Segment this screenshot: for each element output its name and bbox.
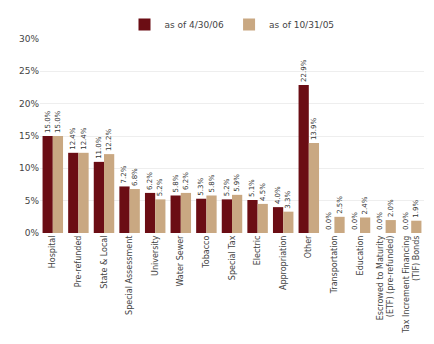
svg-text:2.0%: 2.0% bbox=[387, 199, 395, 217]
svg-text:11.0%: 11.0% bbox=[95, 136, 103, 159]
svg-text:5.8%: 5.8% bbox=[172, 174, 180, 192]
svg-text:2.5%: 2.5% bbox=[336, 196, 344, 214]
svg-text:University: University bbox=[151, 235, 160, 276]
svg-text:Special Assessment: Special Assessment bbox=[125, 236, 134, 315]
svg-text:13.9%: 13.9% bbox=[310, 118, 318, 141]
svg-text:Escrowed to Maturity(ETF) (pre: Escrowed to Maturity(ETF) (pre-refunded) bbox=[376, 235, 395, 320]
svg-text:5.9%: 5.9% bbox=[233, 174, 241, 192]
svg-text:4.5%: 4.5% bbox=[259, 183, 267, 201]
svg-text:Other: Other bbox=[304, 235, 313, 258]
svg-text:2.4%: 2.4% bbox=[361, 196, 369, 214]
svg-text:5.1%: 5.1% bbox=[248, 179, 256, 197]
svg-text:as of 4/30/06: as of 4/30/06 bbox=[165, 20, 225, 30]
svg-text:0.0%: 0.0% bbox=[325, 212, 333, 230]
svg-text:State & Local: State & Local bbox=[100, 236, 109, 289]
svg-text:15%: 15% bbox=[19, 131, 39, 141]
svg-text:0.0%: 0.0% bbox=[376, 212, 384, 230]
svg-text:6.2%: 6.2% bbox=[182, 172, 190, 190]
svg-text:5.8%: 5.8% bbox=[208, 174, 216, 192]
svg-text:Pre-refunded: Pre-refunded bbox=[74, 236, 83, 288]
svg-text:15.0%: 15.0% bbox=[44, 110, 52, 133]
svg-text:15.0%: 15.0% bbox=[54, 110, 62, 133]
svg-text:5%: 5% bbox=[25, 196, 40, 206]
svg-text:25%: 25% bbox=[19, 66, 39, 76]
svg-text:Tax Increment Financing(TIF) B: Tax Increment Financing(TIF) Bonds bbox=[402, 236, 421, 334]
svg-text:7.2%: 7.2% bbox=[120, 165, 128, 183]
svg-text:Special Tax: Special Tax bbox=[228, 235, 237, 280]
svg-text:5.2%: 5.2% bbox=[156, 178, 164, 196]
svg-text:6.8%: 6.8% bbox=[131, 168, 139, 186]
svg-text:Appropriation: Appropriation bbox=[279, 236, 288, 290]
svg-text:as of 10/31/05: as of 10/31/05 bbox=[269, 20, 334, 30]
svg-text:22.9%: 22.9% bbox=[300, 59, 308, 82]
svg-text:Education: Education bbox=[356, 236, 365, 276]
svg-text:Hospital: Hospital bbox=[48, 236, 57, 269]
svg-text:4.0%: 4.0% bbox=[274, 186, 282, 204]
svg-text:Electric: Electric bbox=[253, 236, 262, 266]
svg-text:10%: 10% bbox=[19, 163, 39, 173]
svg-text:6.2%: 6.2% bbox=[146, 172, 154, 190]
svg-text:Tobacco: Tobacco bbox=[202, 235, 211, 268]
svg-text:5.3%: 5.3% bbox=[197, 178, 205, 196]
svg-text:1.9%: 1.9% bbox=[412, 200, 420, 218]
svg-text:0.0%: 0.0% bbox=[351, 212, 359, 230]
svg-text:Water Sewer: Water Sewer bbox=[176, 235, 185, 287]
svg-text:Transportation: Transportation bbox=[330, 236, 339, 295]
svg-text:5.2%: 5.2% bbox=[223, 178, 231, 196]
svg-text:12.2%: 12.2% bbox=[105, 129, 113, 152]
svg-text:30%: 30% bbox=[19, 34, 39, 44]
svg-text:0%: 0% bbox=[25, 228, 40, 238]
svg-text:3.3%: 3.3% bbox=[284, 191, 292, 209]
svg-text:20%: 20% bbox=[19, 99, 39, 109]
svg-text:12.4%: 12.4% bbox=[80, 127, 88, 150]
svg-text:12.4%: 12.4% bbox=[69, 127, 77, 150]
svg-text:0.0%: 0.0% bbox=[402, 212, 410, 230]
